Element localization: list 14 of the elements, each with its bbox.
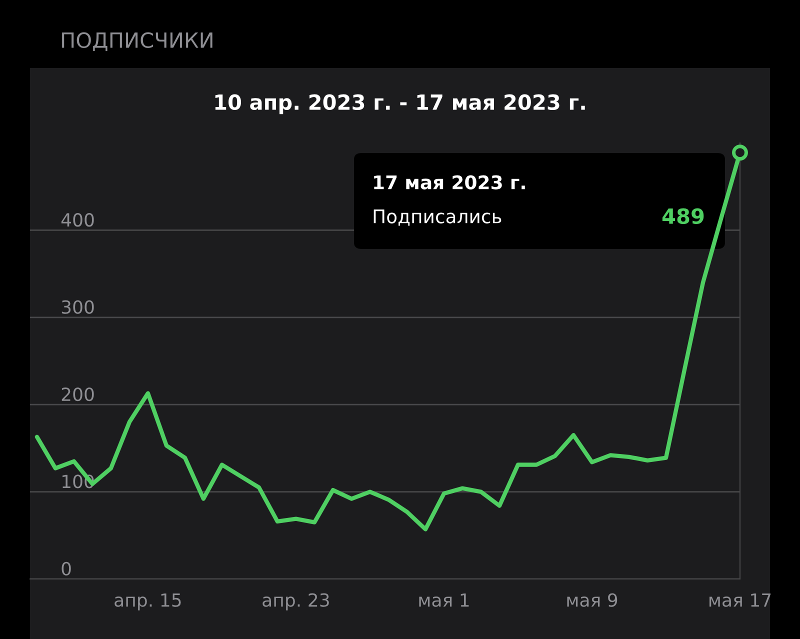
y-tick-label: 400 (61, 213, 94, 227)
x-tick-label: мая 17 (710, 593, 771, 607)
x-tick-label: мая 9 (567, 593, 618, 607)
y-tick-label: 200 (62, 387, 94, 402)
y-tick-label: 0 (62, 562, 71, 576)
annotation: 17 мая 2023 г. (374, 175, 525, 190)
annotation: Подписались (374, 210, 502, 226)
x-tick-label: апр. 23 (262, 593, 329, 610)
chart-title: ПОДПИСЧИКИ (62, 32, 212, 52)
y-tick-label: 300 (62, 300, 94, 314)
x-tick-label: мая 1 (419, 593, 469, 607)
annotation: 489 (662, 208, 704, 224)
x-tick-label: апр. 15 (114, 593, 181, 610)
chart-subtitle: 10 апр. 2023 г. - 17 мая 2023 г. (215, 94, 585, 114)
